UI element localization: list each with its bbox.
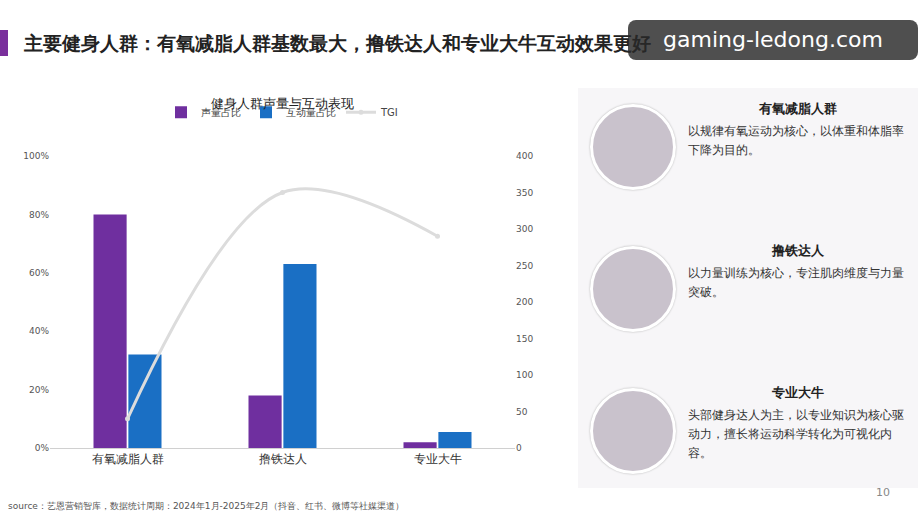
- svg-text:80%: 80%: [29, 210, 49, 220]
- svg-text:声量占比: 声量占比: [201, 107, 241, 118]
- svg-text:撸铁达人: 撸铁达人: [259, 452, 307, 466]
- svg-text:健身人群声量与互动表现: 健身人群声量与互动表现: [211, 96, 354, 111]
- html-text:以力量训练为核心，专注肌肉维度与力量突破。: 以力量训练为核心，专注肌肉维度与力量突破。: [688, 266, 904, 299]
- html-text:头部健身达人为主，以专业知识为核心驱动力，擅长将运动科学转化: 头部健身达人为主，以专业知识为核心驱动力，擅长将运动科学转化为可视化内容。: [688, 408, 904, 460]
- svg-text:0%: 0%: [35, 443, 50, 453]
- svg-text:0: 0: [516, 443, 522, 453]
- html-text:有氧减脂人群: 有氧减脂人群: [759, 101, 837, 116]
- svg-text:250: 250: [516, 261, 533, 271]
- svg-text:50: 50: [516, 407, 528, 417]
- svg-text:350: 350: [516, 188, 533, 198]
- html-text:10: 10: [876, 486, 890, 499]
- svg-text:60%: 60%: [29, 268, 49, 278]
- html-text:主要健身人群：有氧减脂人群基数最大，撸铁达人和专业大牛互动效: 主要健身人群：有氧减脂人群基数最大，撸铁达人和专业大牛互动效果更好: [24, 32, 651, 54]
- svg-text:40%: 40%: [29, 326, 49, 336]
- html-text:以规律有氧运动为核心，以体重和体脂率下降为目的。: 以规律有氧运动为核心，以体重和体脂率下降为目的。: [688, 124, 904, 157]
- svg-text:300: 300: [516, 224, 533, 234]
- svg-text:400: 400: [516, 151, 533, 161]
- svg-text:20%: 20%: [29, 385, 49, 395]
- svg-text:200: 200: [516, 297, 533, 307]
- svg-text:专业大牛: 专业大牛: [414, 452, 462, 466]
- svg-text:有氧减脂人群: 有氧减脂人群: [92, 452, 164, 466]
- html-text:gaming-ledong.com: gaming-ledong.com: [663, 27, 883, 52]
- svg-text:互动量占比: 互动量占比: [286, 107, 336, 118]
- svg-text:TGI: TGI: [380, 107, 398, 118]
- svg-text:100: 100: [516, 370, 533, 380]
- html-text:专业大牛: 专业大牛: [772, 385, 824, 400]
- html-text:撸铁达人: 撸铁达人: [772, 243, 824, 258]
- svg-text:150: 150: [516, 334, 533, 344]
- html-text:source：艺恩营销智库，数据统计周期：2024年1月-2: source：艺恩营销智库，数据统计周期：2024年1月-2025年2月（抖音、…: [8, 501, 405, 511]
- svg-text:100%: 100%: [23, 151, 49, 161]
